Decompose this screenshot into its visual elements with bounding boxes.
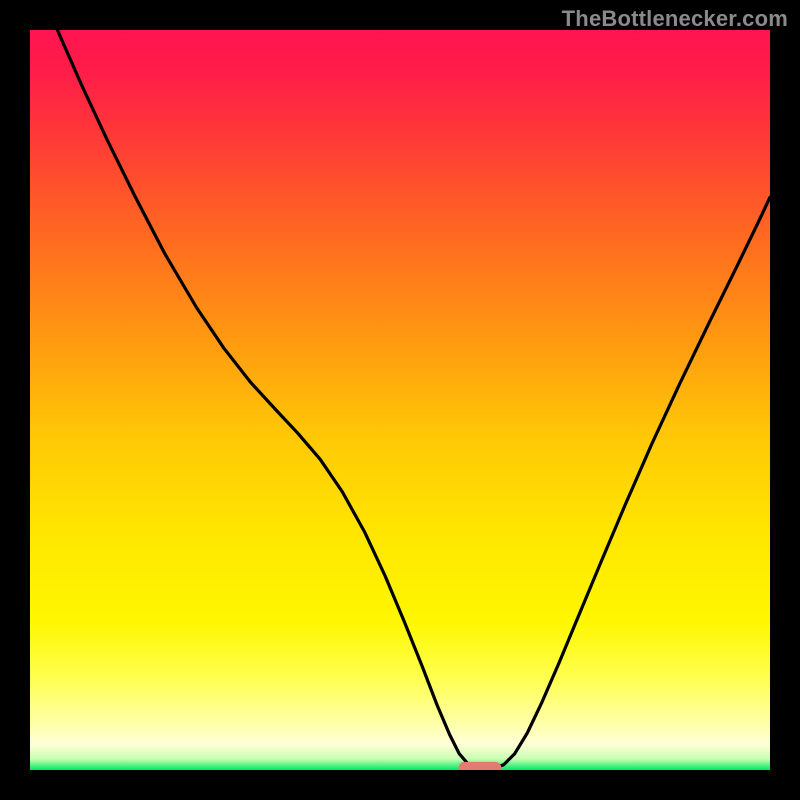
bottleneck-chart xyxy=(30,30,770,770)
gradient-background xyxy=(30,30,770,770)
chart-frame: TheBottlenecker.com xyxy=(0,0,800,800)
watermark-text: TheBottlenecker.com xyxy=(562,6,788,32)
trough-marker xyxy=(458,762,501,770)
